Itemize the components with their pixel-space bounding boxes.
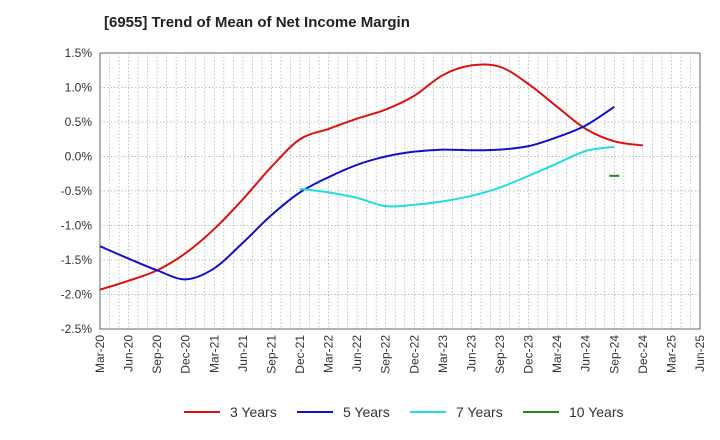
legend-swatch [184, 411, 220, 413]
x-tick-label: Jun-21 [236, 335, 250, 372]
legend-swatch [410, 411, 446, 413]
legend-item: 5 Years [297, 404, 390, 420]
y-tick-label: -2.0% [61, 288, 93, 302]
legend-swatch [523, 411, 559, 413]
legend-label: 5 Years [343, 404, 390, 420]
x-tick-label: Jun-24 [579, 335, 593, 372]
x-tick-label: Sep-23 [493, 335, 507, 374]
x-tick-label: Jun-20 [122, 335, 136, 372]
legend-label: 3 Years [230, 404, 277, 420]
x-tick-label: Mar-24 [550, 335, 564, 373]
x-tick-label: Jun-23 [464, 335, 478, 372]
x-tick-label: Sep-24 [607, 335, 621, 374]
legend-item: 3 Years [184, 404, 277, 420]
x-tick-label: Jun-22 [350, 335, 364, 372]
legend-label: 10 Years [569, 404, 624, 420]
y-tick-label: 0.5% [65, 115, 93, 129]
x-tick-label: Dec-24 [636, 335, 650, 374]
y-tick-label: 1.5% [65, 46, 93, 60]
grid-lines [100, 53, 700, 329]
x-tick-label: Sep-22 [379, 335, 393, 374]
legend-swatch [297, 411, 333, 413]
legend-item: 10 Years [523, 404, 624, 420]
y-axis-ticks: 1.5% 1.0% 0.5% 0.0% -0.5% -1.0% -1.5% -2.0% -2.5… [61, 46, 93, 336]
x-tick-label: Mar-20 [93, 335, 107, 373]
y-tick-label: 0.0% [65, 150, 93, 164]
series-line-5-years [99, 105, 615, 281]
y-tick-label: 1.0% [65, 81, 93, 95]
x-tick-label: Sep-21 [264, 335, 278, 374]
series-line-7-years [299, 145, 615, 208]
series-line-3-years [99, 63, 644, 291]
x-tick-label: Mar-25 [664, 335, 678, 373]
x-axis-ticks: Mar-20 Jun-20 Sep-20 Dec-20 Mar-21 Jun-21 Sep-… [93, 335, 707, 374]
x-tick-label: Mar-23 [436, 335, 450, 373]
x-tick-label: Sep-20 [150, 335, 164, 374]
y-tick-label: -1.5% [61, 253, 93, 267]
y-tick-label: -0.5% [61, 184, 93, 198]
x-tick-label: Dec-21 [293, 335, 307, 374]
legend-label: 7 Years [456, 404, 503, 420]
y-tick-label: -1.0% [61, 219, 93, 233]
series-lines [99, 63, 644, 291]
legend-item: 7 Years [410, 404, 503, 420]
y-tick-label: -2.5% [61, 322, 93, 336]
x-tick-label: Jun-25 [693, 335, 707, 372]
legend: 3 Years 5 Years 7 Years 10 Years [0, 404, 720, 426]
chart-title: [6955] Trend of Mean of Net Income Margi… [104, 14, 410, 31]
x-tick-label: Dec-20 [179, 335, 193, 374]
x-tick-label: Mar-21 [207, 335, 221, 373]
x-tick-label: Mar-22 [322, 335, 336, 373]
x-tick-label: Dec-23 [522, 335, 536, 374]
x-tick-label: Dec-22 [407, 335, 421, 374]
plot-area [99, 52, 701, 330]
